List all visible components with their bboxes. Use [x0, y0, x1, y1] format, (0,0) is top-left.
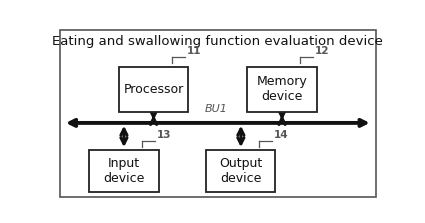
Text: 11: 11	[187, 46, 201, 56]
Text: 13: 13	[157, 130, 171, 140]
Text: Processor: Processor	[123, 83, 184, 96]
Text: Memory
device: Memory device	[257, 75, 307, 103]
Bar	[119, 67, 188, 112]
Text: Input
device: Input device	[103, 157, 144, 185]
Text: Output
device: Output device	[219, 157, 263, 185]
Bar	[247, 67, 317, 112]
Bar	[89, 150, 159, 192]
Text: 14: 14	[274, 130, 289, 140]
Text: Eating and swallowing function evaluation device: Eating and swallowing function evaluatio…	[52, 35, 383, 48]
Bar	[206, 150, 275, 192]
Text: BU1: BU1	[205, 104, 227, 114]
Text: 12: 12	[315, 46, 329, 56]
